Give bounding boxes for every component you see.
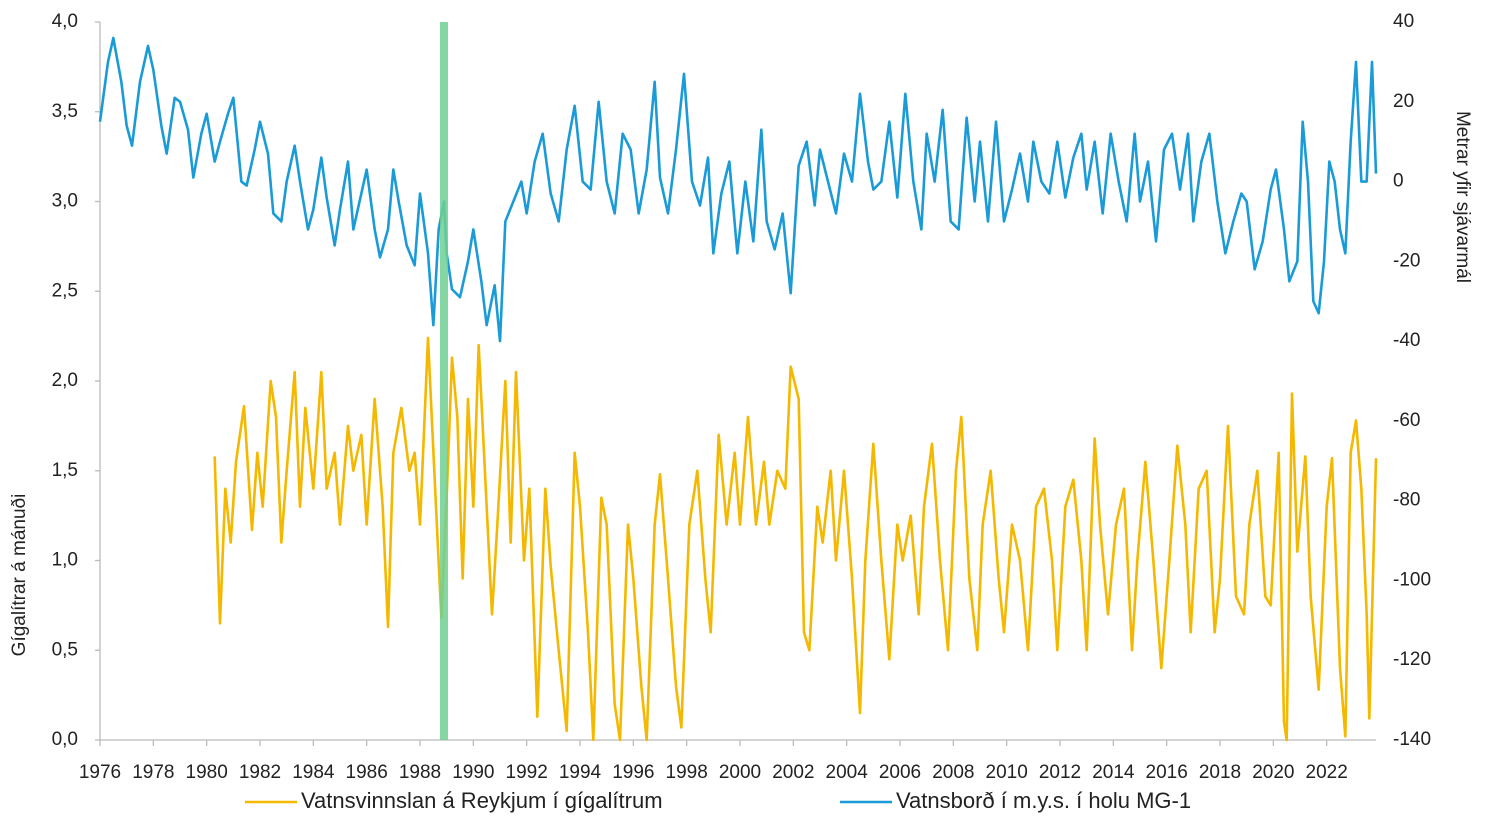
- x-tick-label: 1984: [292, 762, 335, 783]
- y2-tick-label: 20: [1393, 91, 1414, 112]
- y-tick-label: 2,5: [52, 280, 78, 301]
- y-tick-label: 2,0: [52, 370, 78, 391]
- x-tick-label: 2006: [879, 762, 921, 783]
- x-tick-label: 2012: [1039, 762, 1081, 783]
- x-tick-label: 1978: [132, 762, 174, 783]
- y2-tick-label: 0: [1393, 171, 1404, 192]
- x-tick-label: 1986: [346, 762, 388, 783]
- x-tick-label: 2022: [1306, 762, 1348, 783]
- y2-tick-label: -40: [1393, 330, 1420, 351]
- x-tick-label: 2000: [719, 762, 761, 783]
- y-tick-label: 0,5: [52, 639, 78, 660]
- x-tick-label: 2016: [1146, 762, 1188, 783]
- y-tick-label: 3,0: [52, 191, 78, 212]
- x-tick-label: 2014: [1092, 762, 1135, 783]
- x-tick-label: 2008: [932, 762, 974, 783]
- x-tick-label: 2002: [772, 762, 814, 783]
- highlight-band: [440, 22, 448, 740]
- x-tick-label: 2018: [1199, 762, 1241, 783]
- x-tick-label: 1980: [186, 762, 228, 783]
- x-tick-label: 1982: [239, 762, 281, 783]
- y2-tick-label: -100: [1393, 569, 1431, 590]
- x-tick-label: 1998: [666, 762, 708, 783]
- x-tick-label: 1988: [399, 762, 441, 783]
- x-tick-label: 1992: [506, 762, 548, 783]
- y2-tick-label: -140: [1393, 729, 1431, 750]
- x-tick-label: 1976: [79, 762, 121, 783]
- y-tick-label: 1,0: [52, 550, 78, 571]
- y-axis-title: Gígalítrar á mánuði: [9, 494, 30, 657]
- series-line: [98, 36, 1378, 343]
- series-line: [213, 336, 1378, 742]
- x-tick-label: 1996: [612, 762, 654, 783]
- x-tick-label: 2004: [826, 762, 869, 783]
- y2-axis-title: Metrar yfir sjávarmál: [1452, 111, 1473, 283]
- y-tick-label: 0,0: [52, 729, 78, 750]
- legend-label: Vatnsvinnslan á Reykjum í gígalítrum: [301, 788, 663, 813]
- x-tick-label: 1994: [559, 762, 602, 783]
- y-tick-label: 3,5: [52, 101, 78, 122]
- y-tick-label: 4,0: [52, 11, 78, 32]
- y2-tick-label: -120: [1393, 649, 1431, 670]
- y-tick-label: 1,5: [52, 460, 78, 481]
- x-tick-label: 1990: [452, 762, 494, 783]
- x-tick-label: 2020: [1252, 762, 1294, 783]
- y2-tick-label: -80: [1393, 490, 1420, 511]
- legend-label: Vatnsborð í m.y.s. í holu MG-1: [896, 788, 1191, 813]
- x-tick-label: 2010: [986, 762, 1028, 783]
- y2-tick-label: -20: [1393, 250, 1420, 271]
- y2-tick-label: -60: [1393, 410, 1420, 431]
- y2-tick-label: 40: [1393, 11, 1414, 32]
